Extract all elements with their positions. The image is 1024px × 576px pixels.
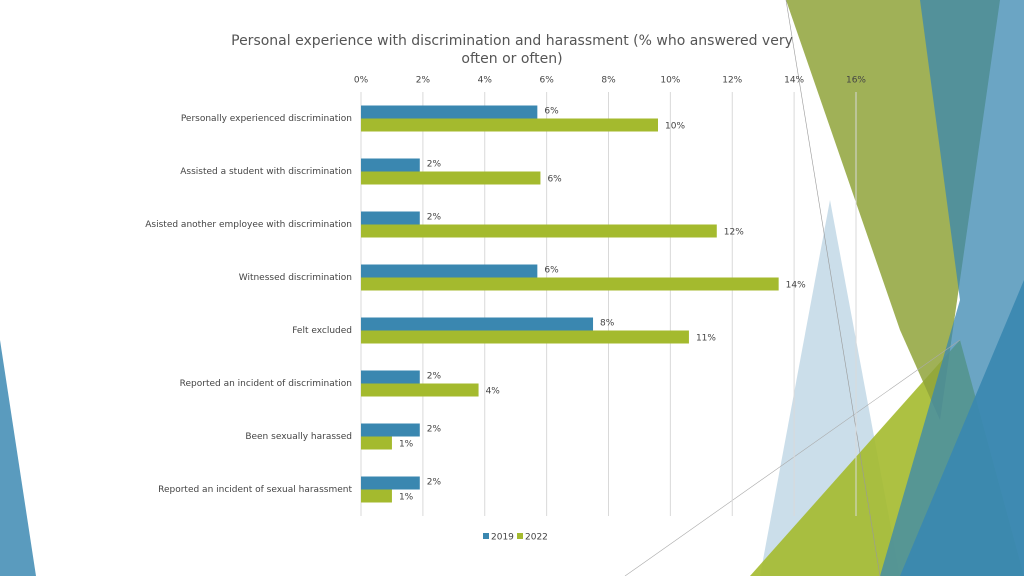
y-tick-label: Personally experienced discrimination <box>181 114 352 124</box>
bar <box>361 330 689 344</box>
legend-label: 2019 <box>491 533 514 543</box>
y-tick-label: Asisted another employee with discrimina… <box>145 220 352 230</box>
legend-label: 2022 <box>525 533 548 543</box>
data-label: 2% <box>427 425 442 435</box>
data-label: 4% <box>486 387 501 397</box>
x-tick-label: 0% <box>354 76 369 86</box>
x-tick-label: 2% <box>416 76 431 86</box>
bar <box>361 158 420 172</box>
y-tick-label: Reported an incident of sexual harassmen… <box>158 485 352 495</box>
data-label: 11% <box>696 334 716 344</box>
x-tick-label: 6% <box>539 76 554 86</box>
bar <box>361 383 479 397</box>
data-label: 10% <box>665 122 685 132</box>
legend-swatch <box>517 533 523 539</box>
data-label: 14% <box>786 281 806 291</box>
bar <box>361 171 541 185</box>
x-tick-label: 4% <box>478 76 493 86</box>
x-tick-label: 14% <box>784 76 804 86</box>
bar <box>361 264 538 278</box>
bar <box>361 489 392 503</box>
y-tick-label: Assisted a student with discrimination <box>180 167 352 177</box>
x-tick-label: 8% <box>601 76 616 86</box>
y-tick-label: Been sexually harassed <box>245 432 352 442</box>
bar <box>361 224 717 238</box>
y-tick-label: Witnessed discrimination <box>239 273 352 283</box>
bar <box>361 118 658 132</box>
y-tick-label: Felt excluded <box>292 326 352 336</box>
data-label: 2% <box>427 372 442 382</box>
data-label: 2% <box>427 478 442 488</box>
bar <box>361 476 420 490</box>
x-tick-label: 12% <box>722 76 742 86</box>
y-tick-label: Reported an incident of discrimination <box>180 379 352 389</box>
data-label: 6% <box>544 107 559 117</box>
bar <box>361 423 420 437</box>
bar <box>361 105 538 119</box>
data-label: 8% <box>600 319 615 329</box>
bar <box>361 317 594 331</box>
bar <box>361 211 420 225</box>
data-label: 12% <box>724 228 744 238</box>
data-label: 2% <box>427 160 442 170</box>
x-tick-label: 10% <box>660 76 680 86</box>
bar <box>361 370 420 384</box>
chart-title: Personal experience with discrimination … <box>231 33 793 67</box>
data-label: 6% <box>544 266 559 276</box>
bar <box>361 277 779 291</box>
data-label: 1% <box>399 493 414 503</box>
data-label: 1% <box>399 440 414 450</box>
bar <box>361 436 392 450</box>
data-label: 2% <box>427 213 442 223</box>
x-tick-label: 16% <box>846 76 866 86</box>
data-label: 6% <box>547 175 562 185</box>
legend-swatch <box>483 533 489 539</box>
